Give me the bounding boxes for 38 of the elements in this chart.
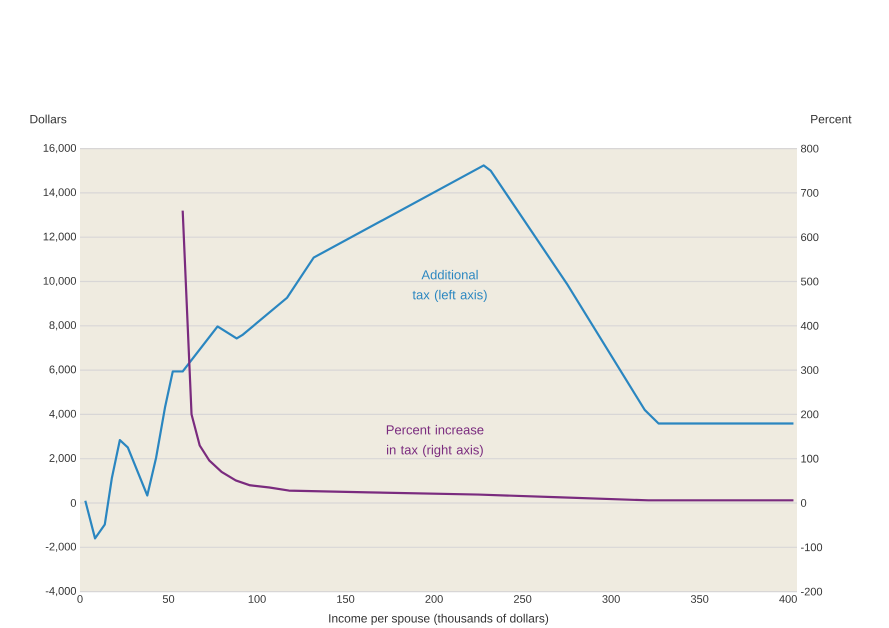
y-tick-label: 16,000 (44, 144, 76, 154)
y-tick-label: 0 (70, 498, 76, 507)
y-tick-label: 10,000 (44, 276, 76, 286)
y-tick-label: 14,000 (44, 188, 76, 198)
y2-tick-label: 100 (801, 454, 818, 462)
y-tick-label: 4,000 (49, 410, 76, 419)
x-tick-label: 250 (514, 594, 532, 603)
y-axis-title: Dollars (30, 114, 66, 124)
y2-tick-label: 0 (800, 498, 806, 507)
x-tick-label: 350 (690, 594, 708, 603)
y-tick-label: -4,000 (46, 586, 76, 596)
x-tick-label: 50 (162, 594, 174, 603)
x-tick-label: 300 (602, 594, 620, 603)
y2-axis-title: Percent (811, 114, 852, 124)
text: Additional tax (left axis) (412, 270, 487, 302)
y-tick-label: -2,000 (46, 542, 76, 552)
y-tick-label: 8,000 (49, 321, 76, 330)
y2-tick-label: 600 (801, 233, 818, 241)
x-tick-label: 400 (779, 594, 797, 603)
y2-tick-label: -100 (801, 543, 822, 552)
text: Percent increase in tax (right axis) (386, 424, 484, 457)
y2-tick-label: 400 (800, 322, 818, 330)
x-tick-label: 200 (425, 594, 443, 603)
y2-tick-label: 800 (801, 144, 818, 152)
x-axis-title: Income per spouse (thousands of dollars) (329, 614, 548, 625)
line-series (84, 164, 795, 540)
y-tick-label: 12,000 (44, 232, 76, 242)
x-tick-label: 150 (337, 594, 354, 603)
y2-tick-label: 300 (800, 366, 818, 374)
x-tick-label: 0 (77, 594, 83, 603)
y2-tick-label: 200 (801, 410, 818, 418)
y2-tick-label: 700 (801, 188, 818, 197)
y-tick-label: 2,000 (49, 454, 76, 464)
x-tick-label: 100 (248, 594, 266, 603)
y2-tick-label: -200 (801, 588, 822, 596)
y2-tick-label: 500 (800, 277, 818, 286)
y-tick-label: 6,000 (50, 365, 76, 374)
line-series (182, 209, 795, 502)
